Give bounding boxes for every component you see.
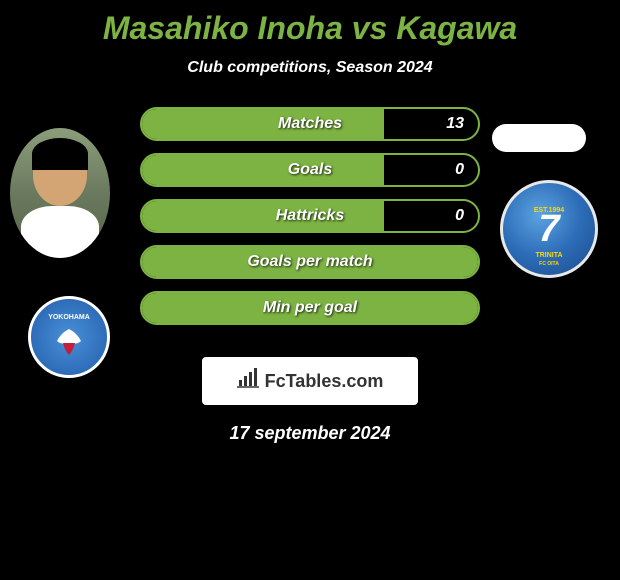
logo-text: FcTables.com (265, 371, 384, 392)
stat-row-matches: Matches 13 (140, 107, 480, 141)
stat-label: Hattricks (276, 207, 344, 225)
player-club-badge: YOKOHAMA (28, 296, 110, 378)
club-badge-text: YOKOHAMA (48, 314, 90, 321)
stat-row-goals-per-match: Goals per match (140, 245, 480, 279)
stat-row-goals: Goals 0 (140, 153, 480, 187)
page-title: Masahiko Inoha vs Kagawa (103, 10, 517, 47)
stat-value-right: 13 (446, 115, 464, 133)
stat-row-min-per-goal: Min per goal (140, 291, 480, 325)
stat-fill (142, 155, 384, 185)
bird-icon (49, 321, 89, 361)
stat-label: Goals per match (247, 253, 372, 271)
logo-box: FcTables.com (202, 357, 418, 405)
stats-table: Matches 13 Goals 0 Hattricks 0 Goals per… (140, 107, 480, 337)
date-text: 17 september 2024 (229, 423, 390, 444)
opponent-fc-text: FC OITA (503, 261, 595, 267)
opponent-club-badge: EST.1994 7 TRINITA FC OITA (500, 180, 598, 278)
opponent-est-text: EST.1994 (503, 207, 595, 214)
player-avatar (10, 128, 110, 258)
player-face-graphic (10, 128, 110, 258)
stat-label: Min per goal (263, 299, 357, 317)
stat-row-hattricks: Hattricks 0 (140, 199, 480, 233)
stat-value-right: 0 (455, 161, 464, 179)
stat-fill (142, 109, 384, 139)
opponent-name-text: TRINITA (503, 252, 595, 259)
page-subtitle: Club competitions, Season 2024 (187, 59, 432, 77)
stat-label: Goals (288, 161, 332, 179)
stat-value-right: 0 (455, 207, 464, 225)
stat-fill (142, 201, 384, 231)
opponent-pill (492, 124, 586, 152)
chart-icon (237, 368, 259, 394)
stat-label: Matches (278, 115, 342, 133)
